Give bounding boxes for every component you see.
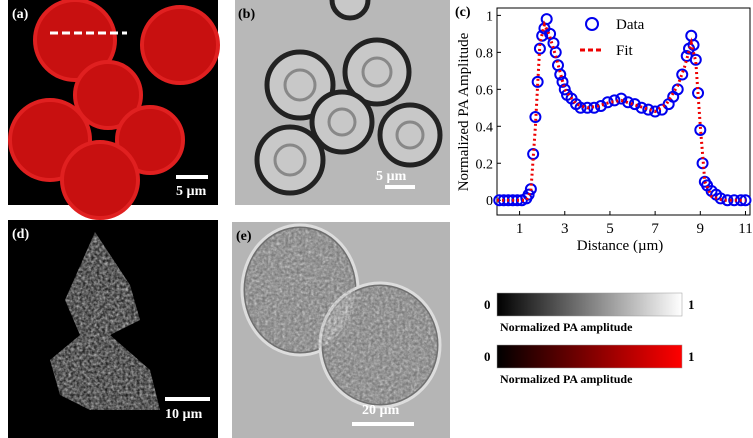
scale-label: 5 µm xyxy=(176,184,207,199)
data-point xyxy=(657,105,667,115)
y-axis-label: Normalized PA Amplitude xyxy=(456,32,472,191)
panel-d: (d) 10 µm xyxy=(8,220,218,438)
panel-e: (e) 20 µm xyxy=(232,222,450,438)
legend-label: Data xyxy=(616,17,645,33)
scale-label: 20 µm xyxy=(362,403,400,418)
panel-label: (a) xyxy=(12,7,29,22)
panel-label: (d) xyxy=(12,227,29,242)
colorbars: 0 1 Normalized PA amplitude 0 1 Normalized PA… xyxy=(484,293,695,386)
figure: (a) 5 µm (b) 5 µm (d) 10 µm (e) 20 xyxy=(0,0,753,438)
colorbar xyxy=(497,293,682,316)
legend-label: Fit xyxy=(616,43,634,59)
colorbar xyxy=(497,345,682,368)
scale-label: 5 µm xyxy=(376,169,407,184)
x-tick-label: 11 xyxy=(738,221,752,237)
panel-a: (a) 5 µm xyxy=(8,0,218,218)
colorbar-max: 1 xyxy=(688,349,695,364)
scale-label: 10 µm xyxy=(165,407,203,422)
x-tick-label: 7 xyxy=(651,221,659,237)
y-tick-label: 0.8 xyxy=(476,46,494,61)
x-axis-label: Distance (µm) xyxy=(577,238,664,254)
x-tick-label: 3 xyxy=(561,221,569,237)
y-tick-label: 0 xyxy=(486,194,493,209)
panel-label: (e) xyxy=(236,229,252,244)
figure-canvas: (a) 5 µm (b) 5 µm (d) 10 µm (e) 20 xyxy=(0,0,753,438)
colorbar-max: 1 xyxy=(688,297,695,312)
y-tick-label: 0.4 xyxy=(476,120,494,135)
chart-c: 1 3 5 7 9 11 0 0.2 0.4 0.6 0.8 1 Distance (µm) Normal… xyxy=(455,5,753,254)
colorbar-label: Normalized PA amplitude xyxy=(500,320,633,334)
x-tick-label: 1 xyxy=(516,221,524,237)
y-tick-label: 0.2 xyxy=(476,157,494,172)
colorbar-min: 0 xyxy=(484,349,491,364)
y-tick-label: 0.6 xyxy=(476,83,494,98)
panel-label: (b) xyxy=(238,7,255,22)
panel-b: (b) 5 µm xyxy=(235,0,450,205)
colorbar-min: 0 xyxy=(484,297,491,312)
y-tick-label: 1 xyxy=(486,9,493,24)
data-point xyxy=(542,14,552,24)
panel-label: (c) xyxy=(455,5,471,20)
legend-marker xyxy=(586,18,598,30)
colorbar-label: Normalized PA amplitude xyxy=(500,372,633,386)
x-tick-label: 9 xyxy=(697,221,705,237)
x-tick-label: 5 xyxy=(606,221,614,237)
